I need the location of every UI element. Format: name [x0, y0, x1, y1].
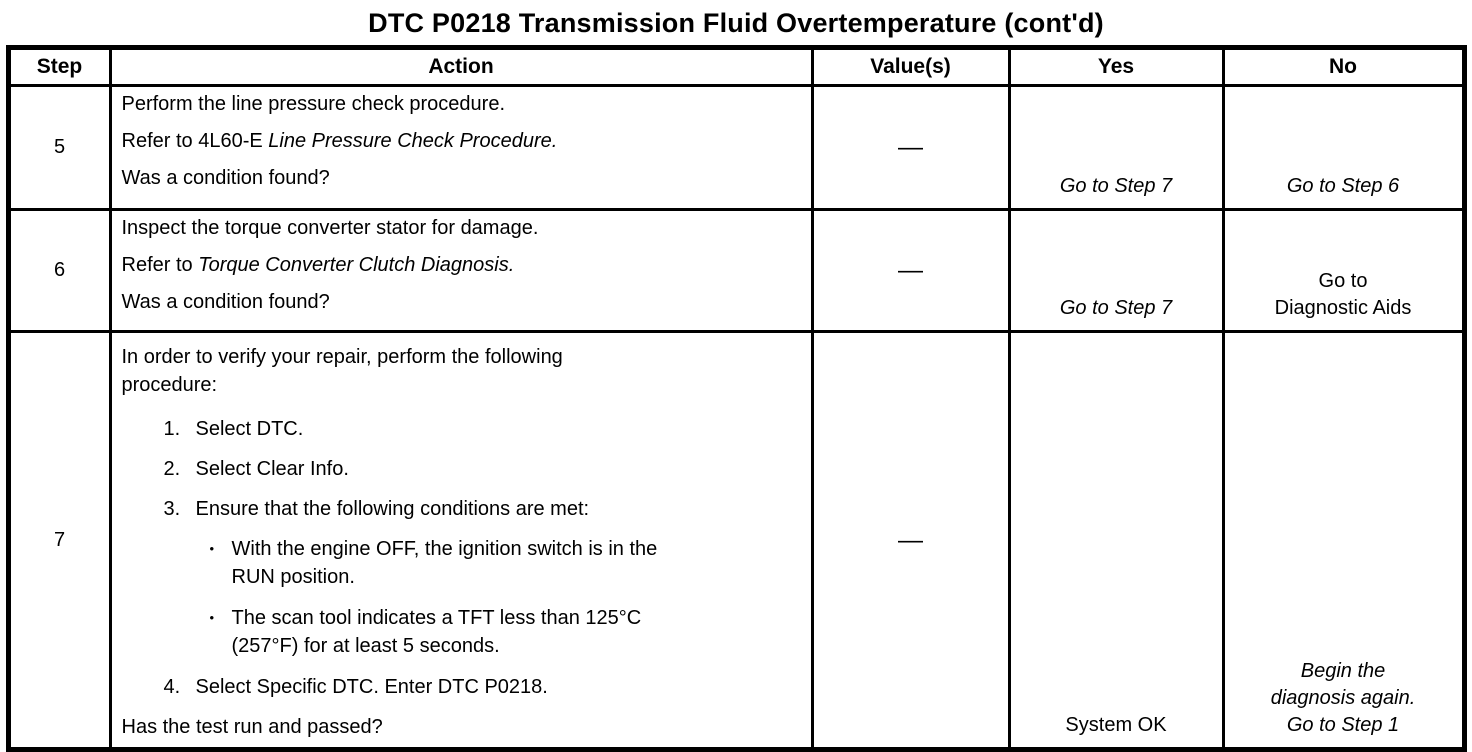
header-values: Value(s) [810, 46, 1011, 87]
action-line: Refer to Torque Converter Clutch Diagnos… [122, 254, 801, 276]
bullet-text-line: (257°F) for at least 5 seconds. [231, 635, 500, 657]
action-line-reference: Line Pressure Check Procedure. [268, 130, 558, 152]
value-cell: — [810, 330, 1011, 751]
action-question: Has the test run and passed? [121, 716, 383, 738]
step-number: 6 [6, 208, 112, 333]
numbered-step-2: 2. Select Clear Info. [122, 455, 801, 483]
action-line: Perform the line pressure check procedur… [121, 93, 506, 115]
yes-cell: System OK [1007, 330, 1225, 751]
no-cell-line: Diagnostic Aids [1274, 297, 1412, 319]
action-line-prefix: Refer to [121, 254, 199, 276]
step-number: 5 [6, 84, 112, 211]
action-cell: Perform the line pressure check procedur… [108, 84, 814, 211]
step-number-marker: 2. [163, 458, 181, 480]
numbered-step-4: 4. Select Specific DTC. Enter DTC P0218. [122, 673, 801, 701]
no-cell: Go to Step 6 [1221, 84, 1466, 211]
table-row-step-6: 6 Inspect the torque converter stator fo… [6, 208, 1466, 333]
action-cell: In order to verify your repair, perform … [108, 330, 814, 751]
numbered-step-text: Select Specific DTC. Enter DTC P0218. [195, 676, 548, 698]
no-cell: Go to Diagnostic Aids [1221, 208, 1466, 333]
action-line-reference: Torque Converter Clutch Diagnosis. [198, 254, 515, 276]
header-action: Action [108, 46, 814, 87]
action-line: Refer to 4L60-E Line Pressure Check Proc… [122, 130, 801, 152]
yes-cell: Go to Step 7 [1007, 84, 1225, 211]
bullet-icon: • [209, 610, 215, 625]
numbered-step-text: Ensure that the following conditions are… [195, 498, 590, 520]
header-row: Step Action Value(s) Yes No [6, 46, 1466, 87]
value-cell: — [810, 84, 1011, 211]
bullet-text: With the engine OFF, the ignition switch… [232, 535, 658, 591]
header-yes: Yes [1007, 46, 1225, 87]
header-no: No [1221, 46, 1466, 87]
value-cell: — [810, 208, 1011, 333]
action-intro-line: procedure: [121, 374, 218, 396]
diagnostic-table: Step Action Value(s) Yes No 5 Perform th… [5, 45, 1467, 752]
numbered-step-3: 3. Ensure that the following conditions … [122, 495, 801, 523]
no-cell-line: Go to [1318, 270, 1368, 292]
numbered-step-text: Select Clear Info. [195, 458, 349, 480]
action-intro-line: In order to verify your repair, perform … [121, 346, 563, 368]
step-number-marker: 3. [163, 498, 181, 520]
numbered-step-text: Select DTC. [195, 418, 304, 440]
action-line-prefix: Refer to 4L60-E [121, 130, 269, 152]
step-number: 7 [6, 330, 112, 751]
condition-bullet-1: • With the engine OFF, the ignition swit… [122, 535, 801, 591]
table-row-step-7: 7 In order to verify your repair, perfor… [6, 330, 1466, 751]
bullet-text-line: The scan tool indicates a TFT less than … [231, 607, 642, 629]
condition-bullet-2: • The scan tool indicates a TFT less tha… [122, 604, 801, 660]
page-title: DTC P0218 Transmission Fluid Overtempera… [368, 8, 1104, 38]
table-row-step-5: 5 Perform the line pressure check proced… [6, 84, 1466, 211]
action-question: Was a condition found? [121, 291, 330, 313]
bullet-text: The scan tool indicates a TFT less than … [232, 604, 642, 660]
header-step: Step [6, 46, 112, 87]
action-intro: In order to verify your repair, perform … [122, 343, 801, 399]
action-cell: Inspect the torque converter stator for … [108, 208, 814, 333]
yes-cell: Go to Step 7 [1007, 208, 1225, 333]
no-cell-line: diagnosis again. [1270, 687, 1416, 709]
action-question: Was a condition found? [121, 167, 330, 189]
no-cell-line: Begin the [1300, 660, 1386, 682]
numbered-step-1: 1. Select DTC. [122, 415, 801, 443]
bullet-text-line: With the engine OFF, the ignition switch… [231, 538, 658, 560]
step-number-marker: 1. [163, 418, 181, 440]
action-line: Inspect the torque converter stator for … [121, 217, 539, 239]
no-cell-line: Go to Step 1 [1286, 714, 1400, 736]
bullet-icon: • [209, 541, 215, 556]
bullet-text-line: RUN position. [231, 566, 355, 588]
no-cell: Begin the diagnosis again. Go to Step 1 [1221, 330, 1466, 751]
step-number-marker: 4. [163, 676, 181, 698]
